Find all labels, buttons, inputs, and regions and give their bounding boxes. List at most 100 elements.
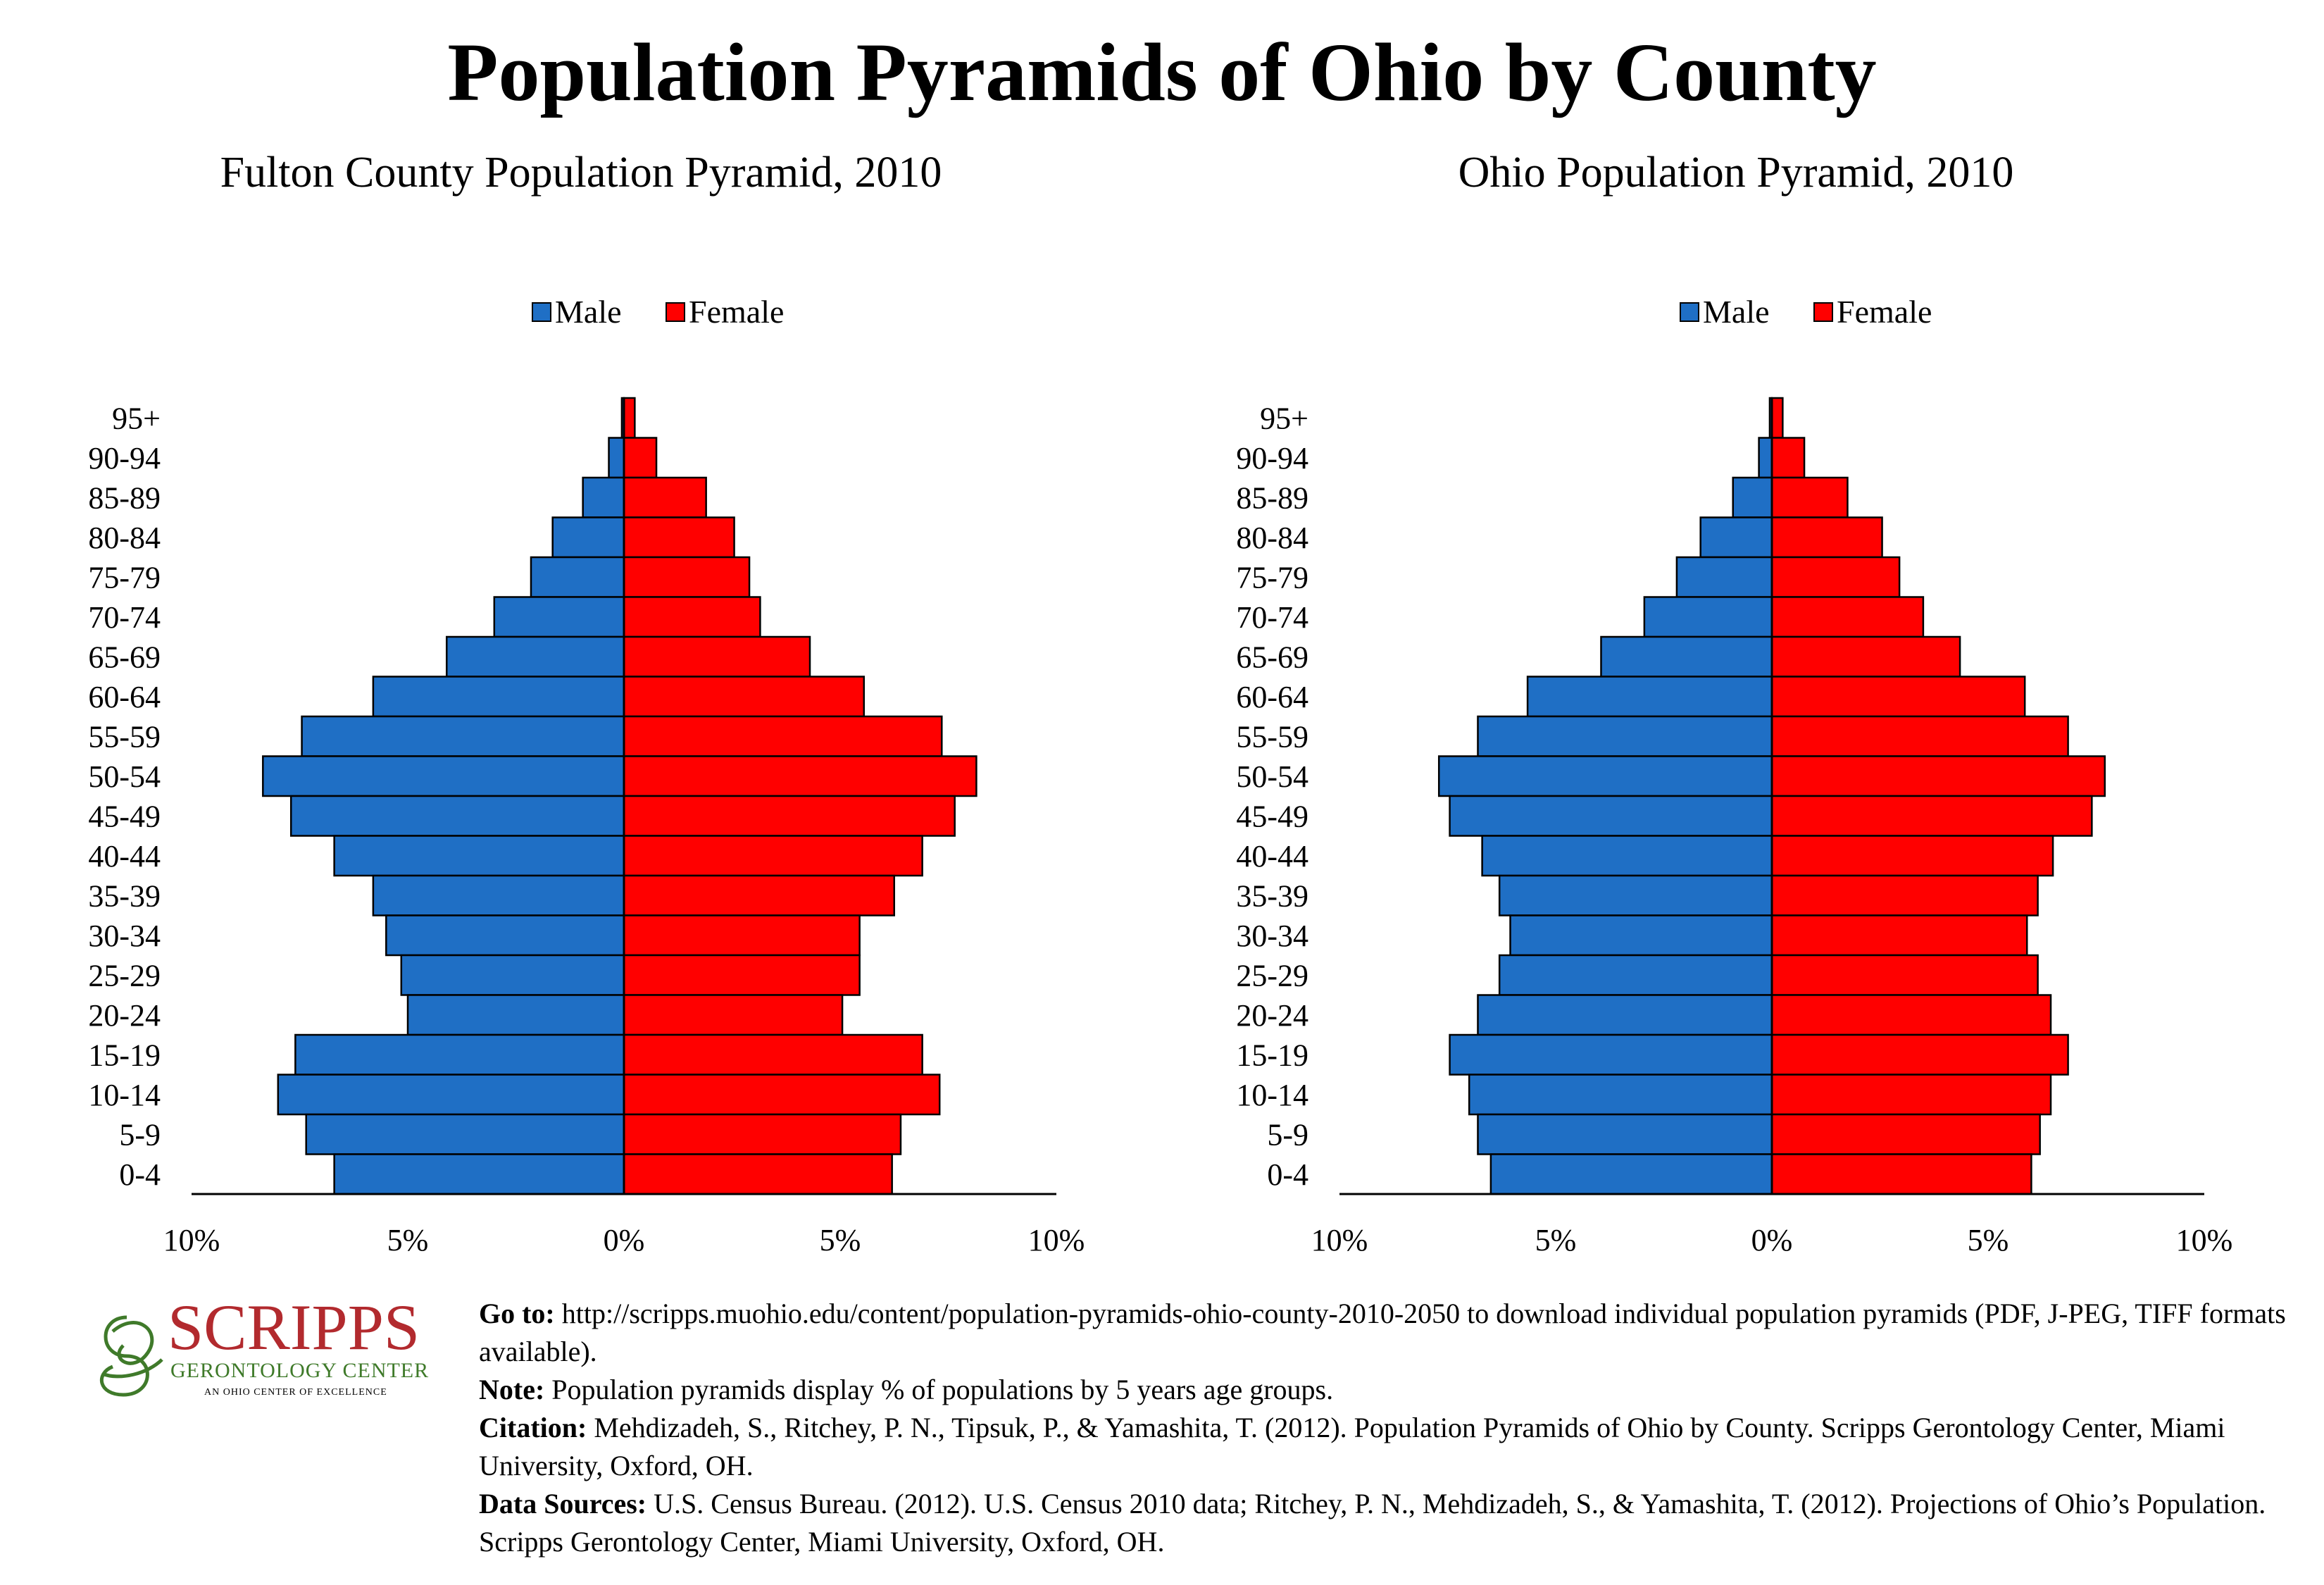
age-label: 25-29 [1236, 958, 1308, 993]
female-bar-45-49 [623, 795, 956, 837]
citation-label: Citation: [479, 1412, 587, 1443]
female-bar-30-34 [623, 914, 861, 957]
legend-female-swatch [1813, 302, 1833, 322]
male-bar-40-44 [1481, 835, 1773, 877]
age-label: 40-44 [1236, 839, 1308, 874]
goto-url-text[interactable]: http://scripps.muohio.edu/content/popula… [479, 1298, 2286, 1367]
male-bar-45-49 [1449, 795, 1773, 837]
male-bar-80-84 [1699, 516, 1773, 559]
legend-male-swatch [1680, 302, 1699, 322]
x-tick-label: 0% [1751, 1223, 1793, 1257]
legend: Male Female [532, 294, 784, 330]
female-bar-20-24 [1770, 994, 2052, 1036]
female-bar-70-74 [623, 596, 761, 638]
logo-tagline: AN OHIO CENTER OF EXCELLENCE [204, 1387, 387, 1398]
age-label: 35-39 [88, 878, 161, 913]
male-bar-10-14 [277, 1074, 625, 1116]
male-bar-15-19 [1449, 1033, 1773, 1076]
male-bar-25-29 [400, 954, 625, 996]
female-bar-50-54 [1770, 755, 2106, 797]
male-bar-85-89 [582, 476, 625, 518]
legend-female-swatch [666, 302, 685, 322]
age-label: 5-9 [119, 1117, 161, 1152]
age-label: 65-69 [1236, 640, 1308, 674]
female-bar-15-19 [623, 1033, 923, 1076]
male-bar-65-69 [446, 635, 625, 678]
age-label: 70-74 [88, 600, 161, 635]
male-bar-5-9 [1477, 1113, 1773, 1155]
age-label: 95+ [1260, 401, 1308, 435]
male-bar-20-24 [1477, 994, 1773, 1036]
male-bar-20-24 [406, 994, 625, 1036]
female-bar-85-89 [1770, 476, 1849, 518]
female-bar-10-14 [1770, 1074, 2052, 1116]
age-label: 30-34 [1236, 919, 1308, 953]
note-label: Note: [479, 1374, 545, 1405]
citation-text: Mehdizadeh, S., Ritchey, P. N., Tipsuk, … [479, 1412, 2225, 1481]
goto-label: Go to: [479, 1298, 555, 1329]
legend-male-swatch [532, 302, 551, 322]
age-label: 25-29 [88, 958, 161, 993]
female-bar-65-69 [623, 635, 811, 678]
age-label: 65-69 [88, 640, 161, 674]
age-label: 80-84 [1236, 521, 1308, 555]
male-bar-75-79 [530, 556, 625, 598]
male-bar-80-84 [551, 516, 625, 559]
legend-male-label: Male [555, 294, 622, 330]
female-bar-60-64 [1770, 676, 2026, 718]
age-label: 55-59 [1236, 719, 1308, 754]
age-label: 75-79 [88, 560, 161, 595]
female-bar-15-19 [1770, 1033, 2069, 1076]
female-bar-0-4 [1770, 1153, 2032, 1195]
female-bar-75-79 [623, 556, 751, 598]
note-text: Population pyramids display % of populat… [544, 1374, 1334, 1405]
female-bar-95+ [623, 397, 636, 439]
age-label: 20-24 [88, 998, 161, 1033]
male-bar-45-49 [289, 795, 625, 837]
age-label: 95+ [112, 401, 161, 435]
age-label: 55-59 [88, 719, 161, 754]
female-bar-40-44 [1770, 835, 2054, 877]
male-bar-90-94 [608, 437, 625, 479]
ohio-chart-title: Ohio Population Pyramid, 2010 [1458, 149, 2014, 197]
male-bar-90-94 [1758, 437, 1773, 479]
age-label: 0-4 [119, 1157, 161, 1192]
female-bar-45-49 [1770, 795, 2093, 837]
x-tick-label: 10% [1311, 1223, 1368, 1257]
x-tick-label: 5% [387, 1223, 429, 1257]
female-bar-85-89 [623, 476, 707, 518]
legend-female-label: Female [689, 294, 784, 330]
male-bar-5-9 [305, 1113, 625, 1155]
legend-male-label: Male [1703, 294, 1770, 330]
male-bar-60-64 [1526, 676, 1773, 718]
age-label: 35-39 [1236, 878, 1308, 913]
scripps-logo: SCRIPPS GERONTOLOGY CENTER AN OHIO CENTE… [99, 1291, 429, 1398]
age-label: 70-74 [1236, 600, 1308, 635]
female-bar-75-79 [1770, 556, 1901, 598]
female-bar-5-9 [623, 1113, 902, 1155]
male-bar-15-19 [294, 1033, 625, 1076]
fulton-chart-title: Fulton County Population Pyramid, 2010 [220, 149, 942, 197]
male-bar-0-4 [333, 1153, 625, 1195]
x-tick-label: 10% [1028, 1223, 1085, 1257]
notes-section: Go to: http://scripps.muohio.edu/content… [479, 1295, 2310, 1561]
male-bar-65-69 [1600, 635, 1773, 678]
female-bar-0-4 [623, 1153, 893, 1195]
x-tick-label: 0% [604, 1223, 645, 1257]
female-bar-40-44 [623, 835, 923, 877]
logo-subtitle: GERONTOLOGY CENTER [170, 1359, 429, 1382]
age-label: 10-14 [1236, 1078, 1308, 1112]
age-label: 90-94 [1236, 441, 1308, 476]
age-label: 15-19 [1236, 1038, 1308, 1072]
age-label: 60-64 [88, 680, 161, 714]
age-label: 45-49 [1236, 799, 1308, 833]
legend: Male Female [1680, 294, 1932, 330]
age-label: 80-84 [88, 521, 161, 555]
logo-name: SCRIPPS [168, 1291, 420, 1363]
female-bar-90-94 [1770, 437, 1806, 479]
female-bar-80-84 [1770, 516, 1883, 559]
female-bar-55-59 [1770, 715, 2069, 757]
age-label: 20-24 [1236, 998, 1308, 1033]
fulton-pyramid-chart: Male Female 95+ 90-94 85-89 80-84 75-79 70-74 65… [88, 294, 1085, 1257]
sources-text: U.S. Census Bureau. (2012). U.S. Census … [479, 1488, 2266, 1558]
